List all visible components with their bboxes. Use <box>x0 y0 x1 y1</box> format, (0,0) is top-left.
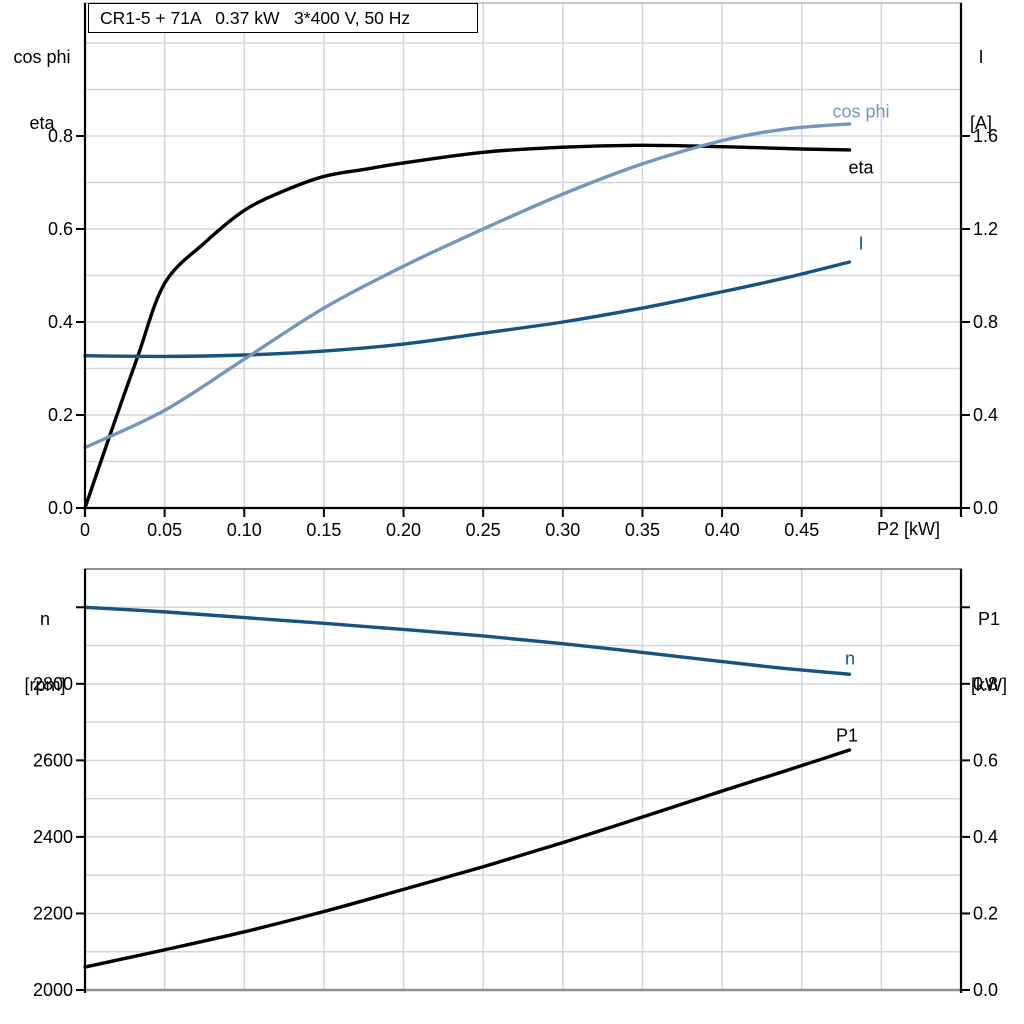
right-axis-unit-line2: [kW] <box>971 675 1007 695</box>
curve-label-eta: eta <box>848 157 874 178</box>
y-tick-label-right: 0.8 <box>973 674 998 694</box>
y-tick-label-right: 0.4 <box>973 827 998 847</box>
curve-current <box>83 260 852 359</box>
right-axis-unit-line1: I <box>978 47 984 67</box>
x-tick-label: 0.25 <box>466 520 501 540</box>
curve-speed <box>83 605 852 676</box>
y-tick-label-left: 2800 <box>33 674 73 694</box>
left-axis-unit-line1: n <box>39 609 50 629</box>
curve-label-cos-phi: cos phi <box>832 101 890 122</box>
y-tick-label-left: 0.6 <box>48 219 73 239</box>
left-axis-unit-line2: eta <box>29 113 55 133</box>
y-tick-label-left: 2200 <box>33 903 73 923</box>
x-axis-label: P2 [kW] <box>877 519 941 539</box>
title-box: CR1-5 + 71A 0.37 kW 3*400 V, 50 Hz <box>88 3 478 33</box>
curve-eta <box>83 143 852 510</box>
x-tick-label: 0 <box>80 520 90 540</box>
x-tick-label: 0.10 <box>227 520 262 540</box>
y-tick-label-left: 2000 <box>33 980 73 1000</box>
left-axis-unit-bottom-chart: n [rpm] <box>8 564 82 718</box>
y-tick-label-left: 0.8 <box>48 126 73 146</box>
y-tick-label-right: 0.0 <box>973 498 998 518</box>
curve-label-current: I <box>858 233 864 254</box>
x-tick-label: 0.30 <box>545 520 580 540</box>
curve-cos-phi <box>83 122 852 450</box>
right-axis-unit-top-chart: I [A] <box>950 2 1012 156</box>
y-tick-label-right: 0.8 <box>973 312 998 332</box>
right-axis-unit-bottom-chart: P1 [kW] <box>956 564 1022 718</box>
y-tick-label-right: 0.2 <box>973 903 998 923</box>
chart-1: 2000 2200 2400 2600 2800 0.0 0.2 0.4 0.6 0.8 <box>33 568 998 1000</box>
chart-0: 0 0.05 0.10 0.15 0.20 0.25 0.30 0.35 0.40 0.45 0.0… <box>48 2 998 540</box>
curve-label-speed: n <box>844 648 856 669</box>
y-tick-label-left: 0.4 <box>48 312 73 332</box>
y-tick-label-right: 0.6 <box>973 750 998 770</box>
y-tick-label-right: 1.6 <box>973 126 998 146</box>
x-tick-label: 0.40 <box>705 520 740 540</box>
x-tick-label: 0.45 <box>784 520 819 540</box>
y-tick-label-right: 1.2 <box>973 219 998 239</box>
x-tick-label: 0.15 <box>306 520 341 540</box>
x-tick-label: 0.35 <box>625 520 660 540</box>
y-tick-label-right: 0.0 <box>973 980 998 1000</box>
left-axis-unit-line2: [rpm] <box>24 675 66 695</box>
y-tick-label-left: 2600 <box>33 750 73 770</box>
y-tick-label-left: 0.2 <box>48 405 73 425</box>
x-tick-label: 0.20 <box>386 520 421 540</box>
y-tick-label-left: 2400 <box>33 827 73 847</box>
left-axis-unit-top-chart: cos phi eta <box>4 2 80 156</box>
left-axis-unit-line1: cos phi <box>13 47 71 67</box>
y-tick-label-left: 0.0 <box>48 498 73 518</box>
right-axis-unit-line1: P1 <box>977 609 1001 629</box>
page-title: CR1-5 + 71A 0.37 kW 3*400 V, 50 Hz <box>100 7 411 28</box>
curve-input-power <box>83 748 852 969</box>
y-tick-label-right: 0.4 <box>973 405 998 425</box>
right-axis-unit-line2: [A] <box>969 113 992 133</box>
x-tick-label: 0.05 <box>147 520 182 540</box>
curve-label-input-power: P1 <box>835 725 859 746</box>
